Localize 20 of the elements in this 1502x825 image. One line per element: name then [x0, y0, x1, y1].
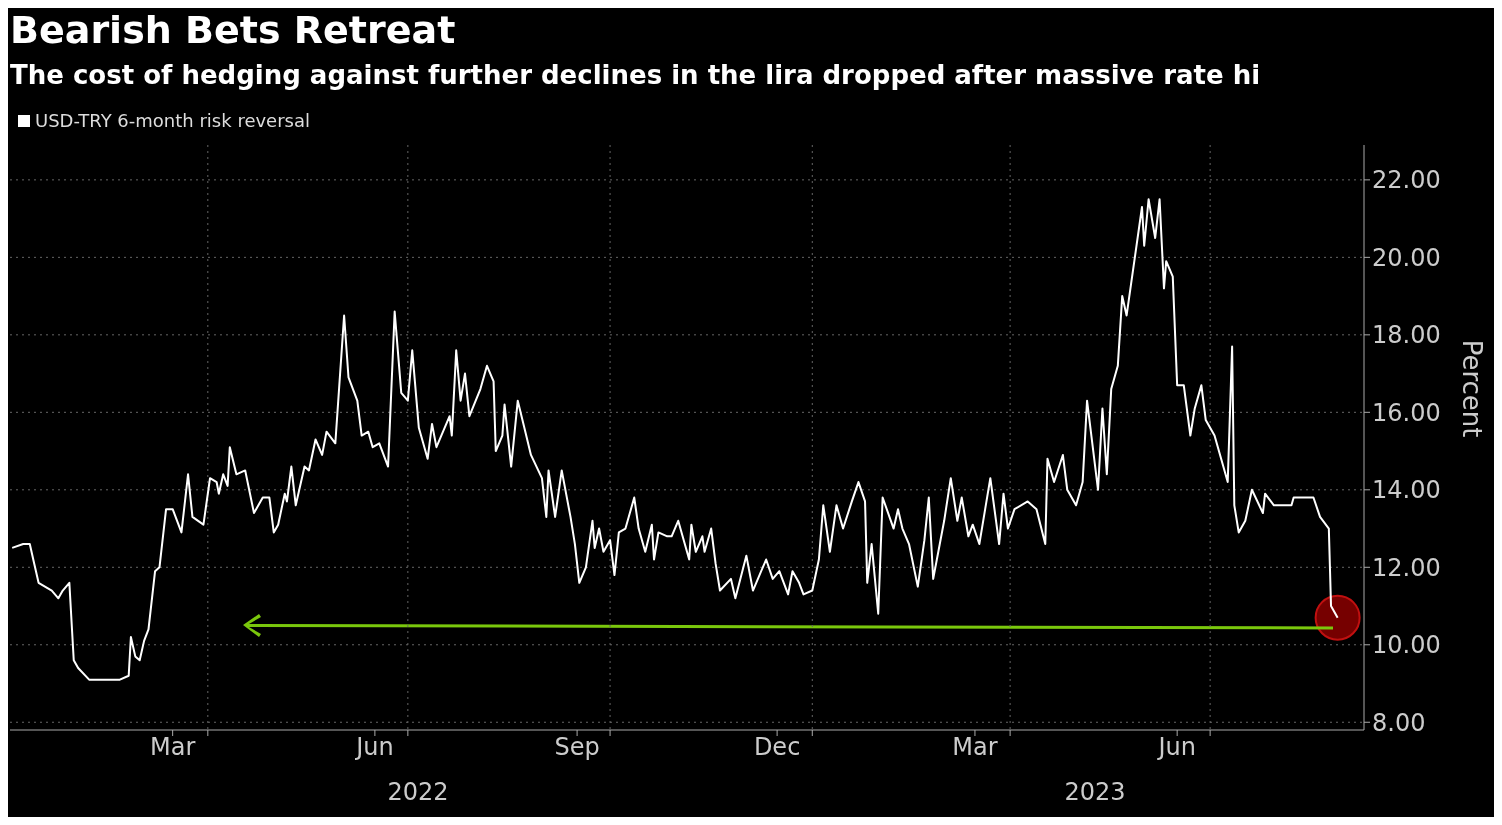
- chart-subtitle: The cost of hedging against further declines in the lira dropped after massive rate hi: [10, 60, 1261, 90]
- y-tick-label: 16.00: [1372, 398, 1441, 427]
- y-axis-title: Percent: [1456, 339, 1487, 438]
- legend-label: USD-TRY 6-month risk reversal: [35, 110, 311, 131]
- y-tick-label: 14.00: [1372, 476, 1441, 505]
- text: 2023: [1064, 778, 1126, 806]
- y-tick-label: 8.00: [1372, 708, 1426, 737]
- x-tick-label: Mar: [150, 733, 196, 762]
- x-tick-label: Jun: [1156, 733, 1196, 762]
- y-tick-label: 10.00: [1372, 631, 1441, 660]
- y-tick-label: 20.00: [1372, 243, 1441, 272]
- chart-title: Bearish Bets Retreat: [10, 8, 456, 52]
- x-tick-label: Mar: [952, 733, 998, 762]
- x-tick-label: Jun: [354, 733, 394, 762]
- y-tick-label: 22.00: [1372, 166, 1441, 195]
- x-tick-label: Dec: [753, 733, 801, 762]
- y-tick-label: 18.00: [1372, 321, 1441, 350]
- text: 2022: [387, 778, 449, 806]
- y-tick-label: 12.00: [1372, 553, 1441, 582]
- x-tick-label: Sep: [554, 733, 600, 762]
